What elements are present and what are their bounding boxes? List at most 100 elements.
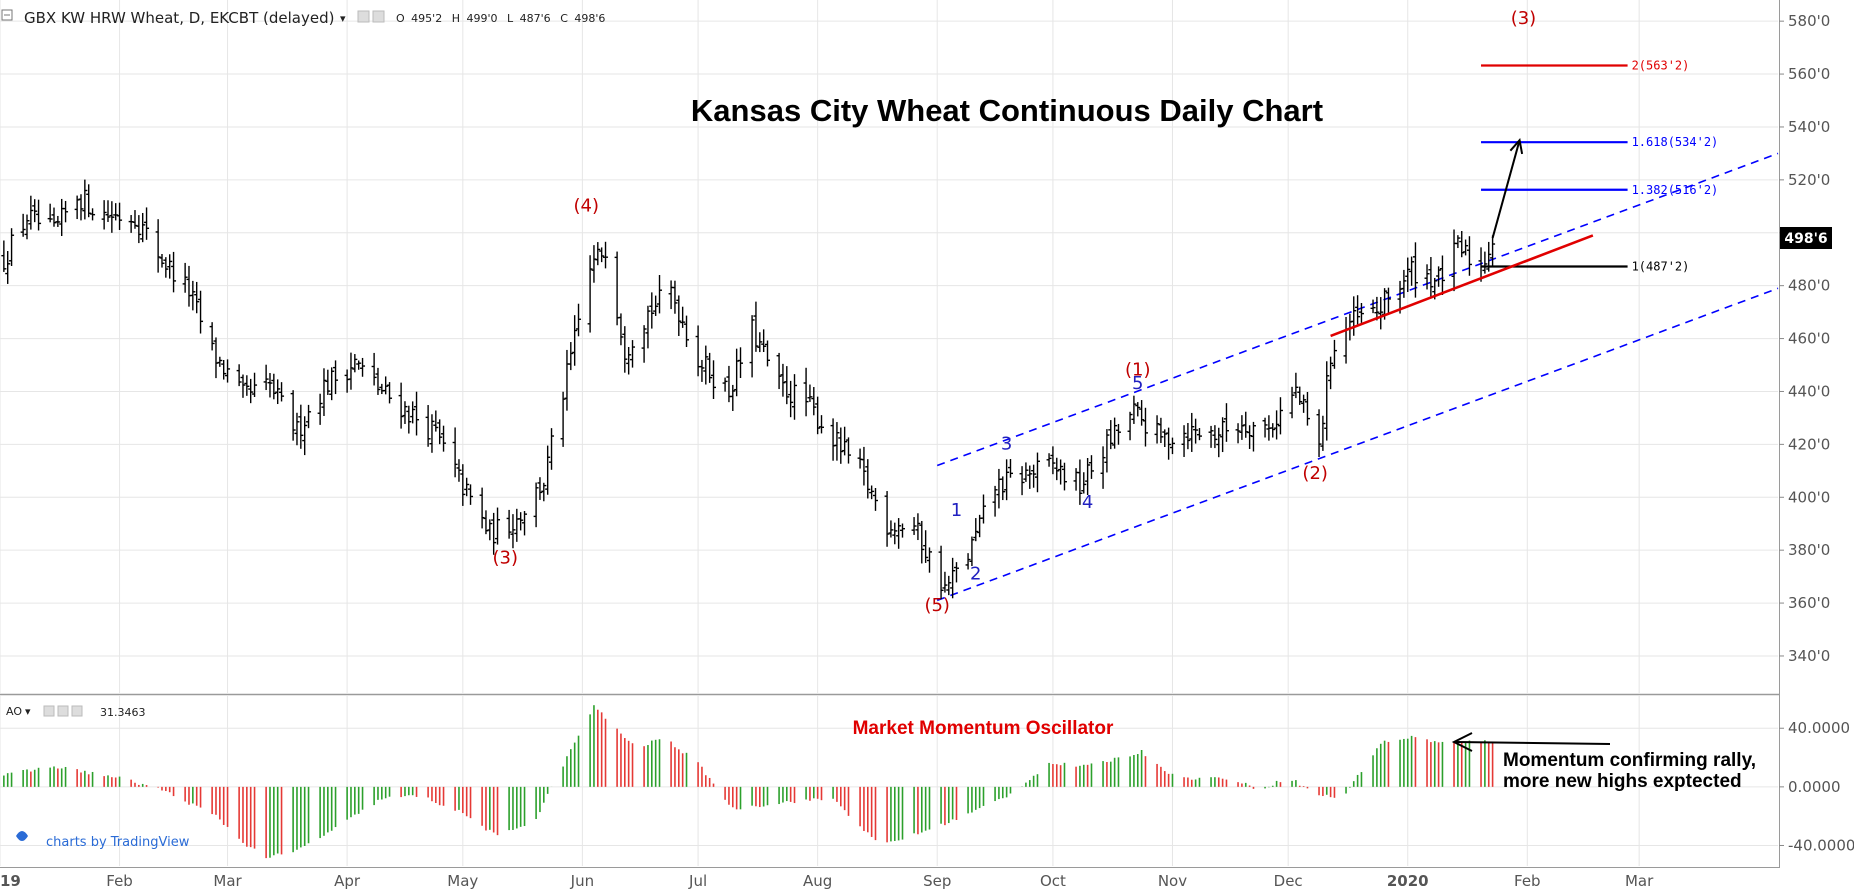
settings-icon[interactable]: [57, 705, 69, 717]
brand-text[interactable]: charts by TradingView: [46, 835, 190, 850]
fibonacci-extension[interactable]: 1(487'2) 1.382(516'2) 1.618(534'2) 2(563'2): [1481, 58, 1718, 273]
trendline-layer[interactable]: [1330, 137, 1594, 338]
ohlc-bar: [140, 212, 146, 243]
ohlc-bar: [1262, 417, 1268, 438]
oscillator-header[interactable]: AO ▾ 31.3463: [6, 705, 146, 719]
tradingview-brand[interactable]: charts by TradingView: [16, 831, 190, 850]
ohlc-bar: [1169, 437, 1175, 455]
ohlc-bar: [267, 373, 273, 398]
price-axis[interactable]: 340'0 360'0 380'0 400'0 420'0 440'0 460'0 480'0…: [1779, 12, 1830, 665]
ohlc-bar: [437, 419, 443, 445]
oscillator-tick-label: 0.0000: [1788, 778, 1841, 796]
ohlc-bar: [811, 387, 817, 416]
ohlc-bar: [356, 360, 362, 370]
price-tick-label: 440'0: [1788, 382, 1830, 400]
wave-label: 2: [970, 563, 981, 584]
price-tick-label: 400'0: [1788, 488, 1830, 506]
ohlc-bar: [1304, 391, 1310, 426]
ohlc-bar: [896, 518, 902, 549]
oscillator-axis[interactable]: -40.0000 0.0000 40.0000: [1779, 719, 1854, 854]
ohlc-bar: [1277, 397, 1283, 435]
ohlc-bar: [1436, 266, 1442, 287]
trend-channel[interactable]: [936, 152, 1779, 602]
chevron-down-icon[interactable]: ▾: [25, 705, 31, 718]
projection-arrow[interactable]: [1491, 139, 1521, 239]
ohlc-bar: [136, 215, 142, 244]
ohlc-bar: [695, 325, 701, 377]
ohlc-bar: [1270, 423, 1276, 438]
close-icon[interactable]: [71, 705, 83, 717]
ohlc-bar: [857, 448, 863, 469]
ohlc-bar: [892, 522, 898, 545]
eye-icon[interactable]: [43, 705, 55, 717]
ohlc-bar: [78, 194, 84, 221]
wave-label: (4): [573, 196, 599, 217]
ohlc-bar: [298, 404, 304, 449]
ohlc-bar: [996, 468, 1002, 509]
ohlc-bar: [1401, 269, 1407, 298]
ohlc-bar: [942, 571, 948, 593]
ohlc-open-label: O: [396, 12, 405, 25]
ohlc-bar: [734, 348, 740, 397]
ohlc-bar: [9, 228, 15, 267]
wave-label: (5): [924, 595, 950, 616]
wave-label: (2): [1302, 463, 1328, 484]
ohlc-bar: [757, 332, 763, 353]
ohlc-bar: [429, 414, 435, 453]
last-price-tag: 498'6: [1780, 227, 1832, 249]
ohlc-bar: [452, 427, 458, 478]
ohlc-bar: [792, 374, 798, 420]
collapse-icon[interactable]: [1, 9, 13, 21]
wave-label: 1: [951, 500, 962, 521]
ohlc-bar: [28, 195, 34, 230]
ohlc-bar: [194, 281, 200, 314]
ohlc-bar: [491, 512, 497, 555]
price-grid: [0, 0, 1778, 693]
ohlc-bar: [911, 517, 917, 535]
ohlc-bar: [1316, 409, 1322, 458]
ohlc-bar: [899, 523, 905, 538]
ohlc-bar: [1208, 425, 1214, 448]
ohlc-bar: [487, 519, 493, 541]
oscillator-name[interactable]: AO: [6, 705, 22, 718]
ohlc-bar: [186, 265, 192, 307]
ohlc-bar: [680, 306, 686, 328]
ohlc-bar: [1007, 459, 1013, 478]
ohlc-bar: [603, 241, 609, 269]
support-trendline[interactable]: [1330, 234, 1594, 338]
ohlc-bar: [641, 325, 647, 363]
ohlc-bar: [209, 322, 215, 351]
ohlc-bar: [167, 254, 173, 279]
arrow-left-icon: [1451, 732, 1473, 752]
chevron-down-icon[interactable]: ▾: [340, 12, 346, 25]
ohlc-bar: [545, 445, 551, 495]
ohlc-bar: [938, 545, 944, 600]
wave-label: 4: [1082, 492, 1093, 513]
ohlc-bar: [950, 557, 956, 599]
ohlc-bar: [74, 195, 80, 220]
oscillator-bars: [3, 705, 1494, 859]
ohlc-bar: [1000, 476, 1006, 501]
ohlc-bar: [919, 520, 925, 564]
ohlc-bar: [1405, 257, 1411, 292]
time-axis[interactable]: 2019 Feb Mar Apr May Jun Jul Aug Sep Oct Nov Dec 202…: [0, 872, 1654, 890]
ohlc-bar: [923, 530, 929, 563]
ohlc-bar: [595, 242, 601, 266]
ohlc-bar: [1061, 462, 1067, 491]
ohlc-bar: [564, 349, 570, 411]
price-tick-label: 480'0: [1788, 277, 1830, 295]
ohlc-bar: [730, 384, 736, 411]
ohlc-bar: [217, 356, 223, 367]
ohlc-bar: [1355, 295, 1361, 325]
ohlc-bar: [1, 240, 7, 272]
ohlc-bar: [946, 575, 952, 596]
chart-title: Kansas City Wheat Continuous Daily Chart: [691, 93, 1323, 128]
symbol-title[interactable]: GBX KW HRW Wheat, D, EKCBT (delayed): [24, 9, 334, 27]
ohlc-bar: [668, 280, 674, 310]
series-toolbar-icons[interactable]: [357, 10, 385, 23]
ohlc-bar: [587, 255, 593, 333]
ohlc-bar: [317, 393, 323, 425]
channel-lower-line[interactable]: [936, 287, 1779, 602]
symbol-header[interactable]: GBX KW HRW Wheat, D, EKCBT (delayed) ▾ O…: [1, 9, 605, 27]
